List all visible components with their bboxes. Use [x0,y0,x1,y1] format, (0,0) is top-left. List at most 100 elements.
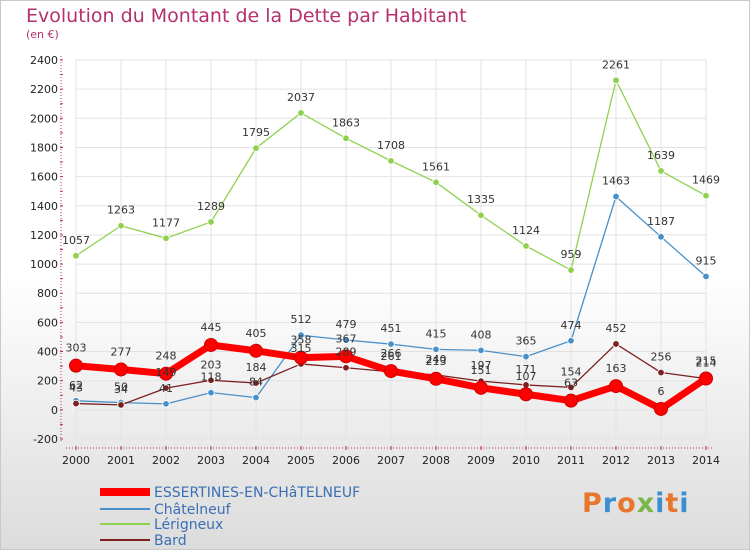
series-point-0 [699,371,713,386]
data-label-3: 315 [291,342,312,355]
data-label-3: 34 [114,383,128,396]
data-label-3: 289 [336,346,357,359]
series-point-1 [522,352,530,361]
x-tick-label: 2000 [62,454,90,467]
data-label-3: 171 [516,363,537,376]
data-label-0: 248 [156,350,177,363]
legend-label-1: Châtelneuf [154,502,232,518]
legend: ESSERTINES-EN-CHâTELNEUFChâtelneufLérign… [100,485,360,549]
data-label-2: 1708 [377,139,405,152]
data-label-2: 1469 [692,174,720,187]
y-tick-label: 1800 [30,141,58,154]
series-point-2 [657,167,665,175]
data-label-1: 408 [471,328,492,341]
x-tick-label: 2011 [557,454,585,467]
data-label-0: 445 [201,321,222,334]
data-label-0: 6 [658,385,665,398]
data-label-0: 266 [381,347,402,360]
proxiti-logo: Proxiti [582,488,690,519]
data-label-1: 479 [336,318,357,331]
series-point-2 [477,211,485,219]
x-tick-label: 2007 [377,454,405,467]
x-tick-label: 2012 [602,454,630,467]
legend-label-3: Bard [154,533,187,549]
data-label-1: 415 [426,327,447,340]
data-label-0: 151 [471,364,492,377]
data-label-0: 213 [426,355,447,368]
data-label-0: 277 [111,345,132,358]
data-label-0: 107 [516,370,537,383]
series-point-3 [117,401,125,409]
y-tick-label: 0 [51,404,58,417]
series-point-0 [474,380,488,395]
x-tick-label: 2010 [512,454,540,467]
series-point-3 [72,399,80,408]
logo-letter: i [679,488,690,519]
y-tick-label: 2000 [30,112,58,125]
data-label-2: 1263 [107,204,135,217]
x-tick-label: 2014 [692,454,720,467]
x-tick-label: 2013 [647,454,675,467]
series-point-2 [612,76,620,84]
data-label-0: 163 [606,362,627,375]
series-point-3 [612,340,620,348]
series-point-0 [429,371,443,386]
y-tick-label: 800 [37,287,58,300]
y-tick-label: 600 [37,316,58,329]
data-label-2: 1561 [422,160,450,173]
data-label-3: 214 [696,357,717,370]
series-point-3 [162,384,170,392]
data-label-3: 240 [426,353,447,366]
legend-label-0: ESSERTINES-EN-CHâTELNEUF [154,485,360,501]
series-point-0 [339,349,353,364]
x-tick-label: 2009 [467,454,495,467]
series-point-0 [609,379,623,394]
series-point-0 [654,401,668,416]
series-point-1 [477,346,485,355]
data-label-2: 1639 [647,149,675,162]
data-label-2: 2261 [602,58,630,71]
data-label-1: 50 [114,381,128,394]
y-tick-label: 1400 [30,200,58,213]
y-tick-label: 2400 [30,54,58,67]
series-point-1 [612,192,620,201]
series-point-0 [204,337,218,352]
data-label-0: 303 [66,342,87,355]
x-tick-label: 2003 [197,454,225,467]
y-tick-label: 1600 [30,171,58,184]
series-point-3 [567,383,575,392]
series-point-0 [114,362,128,377]
data-label-0: 405 [246,327,267,340]
y-tick-label: 400 [37,346,58,359]
chart-title: Evolution du Montant de la Dette par Hab… [26,5,467,27]
y-tick-label: 200 [37,375,58,388]
series-point-1 [702,272,710,281]
series-point-0 [159,366,173,381]
logo-letter: i [655,488,666,519]
data-label-1: 84 [249,376,263,389]
series-point-2 [387,157,395,165]
logo-letter: r [602,488,618,519]
y-tick-label: -200 [33,433,58,446]
series-point-2 [522,242,530,250]
data-label-3: 256 [651,351,672,364]
series-point-0 [294,350,308,365]
series-point-1 [432,345,440,354]
legend-label-2: Lérigneux [154,517,223,533]
data-label-1: 915 [696,254,717,267]
data-label-2: 1057 [62,234,90,247]
data-label-1: 62 [69,379,83,392]
series-point-3 [207,376,215,384]
data-label-2: 1795 [242,126,270,139]
x-tick-label: 2008 [422,454,450,467]
series-point-3 [342,364,350,372]
data-label-3: 184 [246,361,267,374]
y-tick-label: 1000 [30,258,58,271]
x-tick-label: 2001 [107,454,135,467]
x-tick-label: 2006 [332,454,360,467]
data-label-2: 1335 [467,193,495,206]
data-label-3: 261 [381,350,402,363]
series-point-0 [384,364,398,379]
logo-letter: t [665,488,680,519]
